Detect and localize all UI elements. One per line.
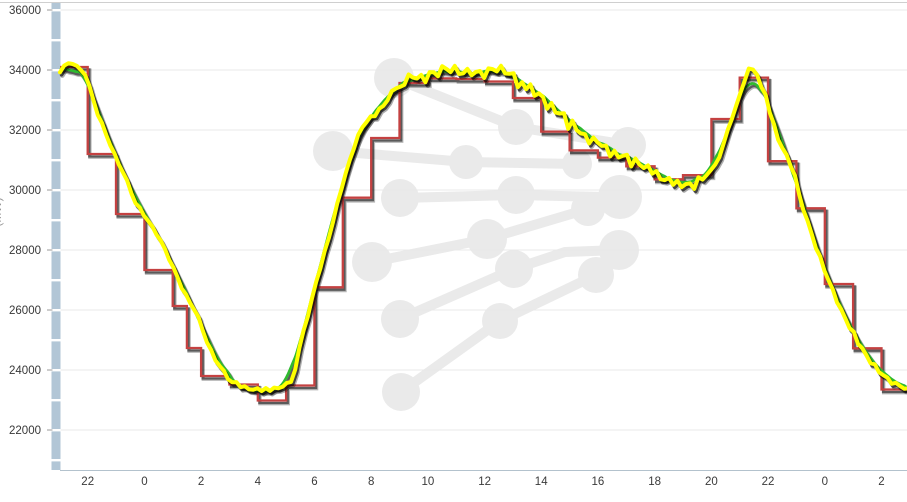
svg-text:22: 22 — [81, 476, 94, 488]
svg-text:22: 22 — [762, 476, 775, 488]
svg-text:6: 6 — [311, 476, 317, 488]
svg-text:26000: 26000 — [9, 305, 41, 317]
svg-text:2: 2 — [878, 476, 884, 488]
svg-text:28000: 28000 — [9, 245, 41, 257]
svg-text:2: 2 — [198, 476, 204, 488]
svg-text:8: 8 — [368, 476, 374, 488]
svg-text:12: 12 — [478, 476, 491, 488]
svg-text:0: 0 — [141, 476, 147, 488]
svg-text:16: 16 — [592, 476, 605, 488]
svg-text:14: 14 — [535, 476, 548, 488]
svg-text:32000: 32000 — [9, 125, 41, 137]
svg-text:30000: 30000 — [9, 185, 41, 197]
svg-text:0: 0 — [822, 476, 828, 488]
svg-text:(MW): (MW) — [0, 197, 4, 226]
svg-text:18: 18 — [648, 476, 661, 488]
svg-text:20: 20 — [705, 476, 718, 488]
svg-text:10: 10 — [422, 476, 435, 488]
svg-text:24000: 24000 — [9, 365, 41, 377]
svg-text:22000: 22000 — [9, 425, 41, 437]
svg-text:36000: 36000 — [9, 5, 41, 17]
svg-text:4: 4 — [255, 476, 262, 488]
svg-text:34000: 34000 — [9, 65, 41, 77]
